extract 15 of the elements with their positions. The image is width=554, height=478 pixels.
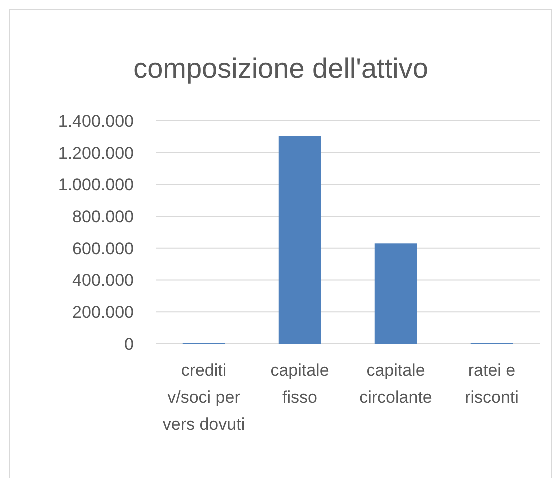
y-tick-label: 1.400.000 (58, 112, 134, 131)
y-tick-label: 400.000 (72, 271, 134, 290)
x-tick-label: crediti v/soci per vers dovuti (162, 361, 246, 434)
y-tick-label: 600.000 (72, 239, 134, 258)
y-tick-label: 1.000.000 (58, 176, 134, 195)
y-tick-label: 800.000 (72, 208, 134, 227)
y-tick-label: 0 (124, 334, 134, 354)
bar (278, 136, 322, 344)
chart-title: composizione dell'attivo (134, 53, 428, 84)
bar (374, 244, 418, 344)
y-tick-label: 1.200.000 (58, 144, 134, 163)
y-tick-label: 200.000 (72, 303, 134, 322)
x-tick-label: capitale circolante (360, 361, 432, 407)
x-tick-label: capitale fisso (270, 361, 330, 407)
x-tick-label: ratei e risconti (465, 361, 519, 407)
